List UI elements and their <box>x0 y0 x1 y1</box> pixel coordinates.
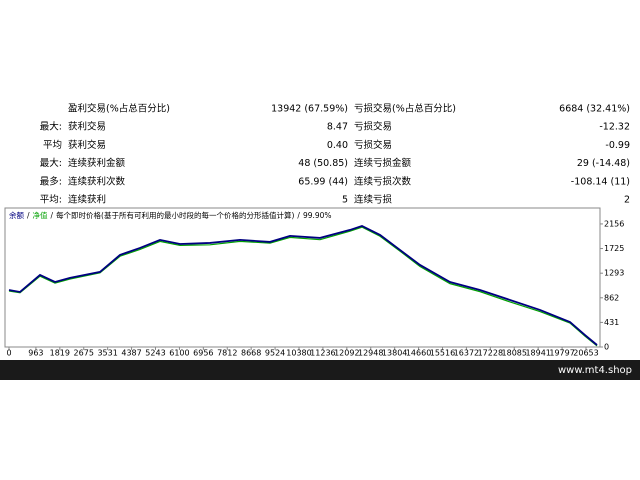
x-tick-label: 15516 <box>430 349 455 358</box>
x-tick-label: 18085 <box>502 349 527 358</box>
plot-frame <box>4 207 601 348</box>
series-line <box>8 224 598 346</box>
separator: / <box>297 211 300 220</box>
win-value: 13942 (67.59%) <box>271 104 348 115</box>
row-label: 最大: <box>40 157 62 169</box>
loss-value: -0.99 <box>605 140 630 151</box>
loss-value: 29 (-14.48) <box>577 158 630 169</box>
loss-name: 亏损交易 <box>354 139 392 151</box>
site: www.mt4.shop <box>558 365 632 376</box>
x-tick-label: 8668 <box>241 349 261 358</box>
x-tick-label: 12092 <box>334 349 359 358</box>
win-name: 连续获利金额 <box>68 157 126 169</box>
win-value: 5 <box>342 195 348 206</box>
row-label: 平均: <box>40 194 62 206</box>
row-label: 平均 <box>43 139 62 151</box>
loss-value: -12.32 <box>599 122 630 133</box>
x-tick-label: 3531 <box>97 349 117 358</box>
x-tick-label: 4387 <box>121 349 141 358</box>
loss-name: 亏损交易 <box>354 121 392 133</box>
win-value: 48 (50.85) <box>298 158 348 169</box>
loss-value: -108.14 (11) <box>571 176 630 187</box>
x-tick-label: 20653 <box>573 349 598 358</box>
legend-entry: 余额 <box>9 210 24 220</box>
x-tick-label: 6100 <box>169 349 189 358</box>
y-tick-label: 862 <box>604 293 619 302</box>
y-tick-label: 1293 <box>604 269 624 278</box>
y-tick-label: 431 <box>604 318 619 327</box>
x-tick-label: 12948 <box>358 349 383 358</box>
x-tick-label: 9524 <box>265 349 285 358</box>
series-line <box>8 226 598 347</box>
x-tick-label: 13804 <box>382 349 407 358</box>
chart: 0 431 862 1293 1725 2156 0 963 1819 2675 3531 4387 5… <box>6 210 624 358</box>
x-tick-label: 17228 <box>478 349 503 358</box>
x-tick-label: 14660 <box>406 349 431 358</box>
x-tick-label: 7812 <box>217 349 237 358</box>
y-tick-label: 0 <box>604 343 609 352</box>
loss-value: 2 <box>624 195 630 206</box>
win-name: 获利交易 <box>68 139 106 151</box>
win-value: 8.47 <box>327 122 348 133</box>
x-tick-label: 1819 <box>50 349 70 358</box>
y-tick-label: 1725 <box>604 244 624 253</box>
separator: / <box>51 211 54 220</box>
quality: 99.90% <box>303 211 332 220</box>
x-tick-label: 16372 <box>454 349 479 358</box>
row-label: 最多: <box>40 175 62 187</box>
x-tick-label: 19797 <box>549 349 574 358</box>
stats-table: 盈利交易(%占总百分比) 13942 (67.59%) 亏损交易(%占总百分比) 66… <box>40 103 630 206</box>
win-name: 获利交易 <box>68 121 106 133</box>
x-tick-label: 5243 <box>145 349 165 358</box>
win-name: 连续获利次数 <box>68 175 126 187</box>
x-tick-label: 0 <box>6 349 11 358</box>
footer-bar <box>0 360 640 380</box>
win-name: 盈利交易(%占总百分比) <box>68 103 170 115</box>
x-tick-label: 963 <box>28 349 43 358</box>
loss-name: 连续亏损次数 <box>354 175 412 187</box>
x-tick-label: 10380 <box>286 349 311 358</box>
row-label: 最大: <box>40 121 62 133</box>
legend-entry: 净值 <box>33 210 48 220</box>
loss-value: 6684 (32.41%) <box>559 104 630 115</box>
x-tick-label: 6956 <box>193 349 213 358</box>
loss-name: 连续亏损金额 <box>354 157 412 169</box>
x-tick-label: 18941 <box>525 349 550 358</box>
model: 每个即时价格(基于所有可利用的最小时段的每一个价格的分形插值计算) <box>56 210 294 220</box>
win-value: 0.40 <box>327 140 348 151</box>
loss-name: 连续亏损 <box>354 194 393 206</box>
x-tick-label: 2675 <box>74 349 94 358</box>
separator: / <box>27 211 30 220</box>
x-tick-label: 11236 <box>310 349 335 358</box>
y-tick-label: 2156 <box>604 219 624 228</box>
win-value: 65.99 (44) <box>298 176 348 187</box>
loss-name: 亏损交易(%占总百分比) <box>354 103 456 115</box>
win-name: 连续获利 <box>68 194 106 206</box>
